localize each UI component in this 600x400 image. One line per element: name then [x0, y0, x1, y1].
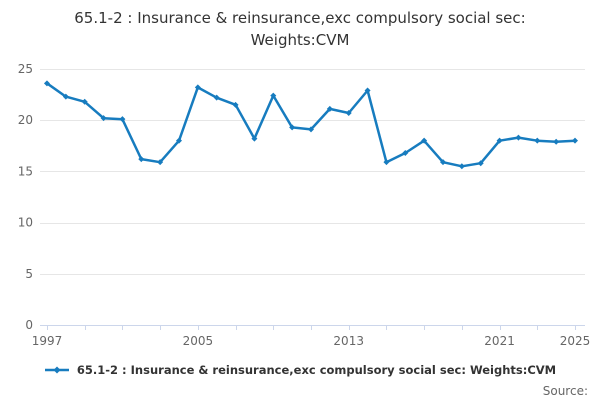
data-point-marker[interactable] — [345, 110, 352, 117]
chart-title: 65.1-2 : Insurance & reinsurance,exc com… — [74, 9, 526, 49]
data-point-marker[interactable] — [364, 87, 371, 94]
data-point-marker[interactable] — [213, 94, 220, 101]
data-point-marker[interactable] — [43, 80, 50, 87]
source-label: Source: — [542, 384, 588, 398]
data-point-marker[interactable] — [270, 92, 277, 99]
data-point-marker[interactable] — [194, 84, 201, 91]
data-point-marker[interactable] — [232, 101, 239, 108]
y-axis-label: 20 — [18, 113, 33, 127]
legend-line-marker-icon — [44, 366, 69, 374]
x-axis-label: 1997 — [32, 334, 63, 348]
data-point-marker[interactable] — [138, 156, 145, 163]
data-point-marker[interactable] — [402, 149, 409, 156]
data-point-marker[interactable] — [515, 134, 522, 141]
data-point-marker[interactable] — [383, 159, 390, 166]
y-axis-label: 0 — [25, 318, 33, 332]
data-point-marker[interactable] — [439, 159, 446, 166]
data-point-marker[interactable] — [307, 126, 314, 133]
x-axis-label: 2013 — [333, 334, 364, 348]
y-axis-label: 25 — [18, 62, 33, 76]
y-axis-label: 10 — [18, 216, 33, 230]
data-point-marker[interactable] — [119, 116, 126, 123]
data-point-marker[interactable] — [572, 137, 579, 144]
y-axis-label: 15 — [18, 164, 33, 178]
x-axis-label: 2005 — [183, 334, 214, 348]
data-point-marker[interactable] — [326, 105, 333, 112]
data-point-marker[interactable] — [157, 159, 164, 166]
data-point-marker[interactable] — [496, 137, 503, 144]
data-point-marker[interactable] — [251, 135, 258, 142]
x-axis-label: 2025 — [560, 334, 591, 348]
series-line[interactable] — [45, 82, 577, 168]
data-point-marker[interactable] — [458, 163, 465, 170]
legend-label: 65.1-2 : Insurance & reinsurance,exc com… — [76, 363, 557, 377]
data-point-marker[interactable] — [477, 160, 484, 167]
y-axis-label: 5 — [25, 267, 33, 281]
data-point-marker[interactable] — [175, 137, 182, 144]
data-point-marker[interactable] — [289, 124, 296, 131]
data-point-marker[interactable] — [421, 137, 428, 144]
data-point-marker[interactable] — [62, 93, 69, 100]
data-point-marker[interactable] — [534, 137, 541, 144]
data-point-marker[interactable] — [81, 98, 88, 105]
x-axis-label: 2021 — [484, 334, 515, 348]
legend[interactable]: 65.1-2 : Insurance & reinsurance,exc com… — [0, 363, 600, 377]
data-point-marker[interactable] — [553, 138, 560, 145]
data-point-marker[interactable] — [100, 115, 107, 122]
